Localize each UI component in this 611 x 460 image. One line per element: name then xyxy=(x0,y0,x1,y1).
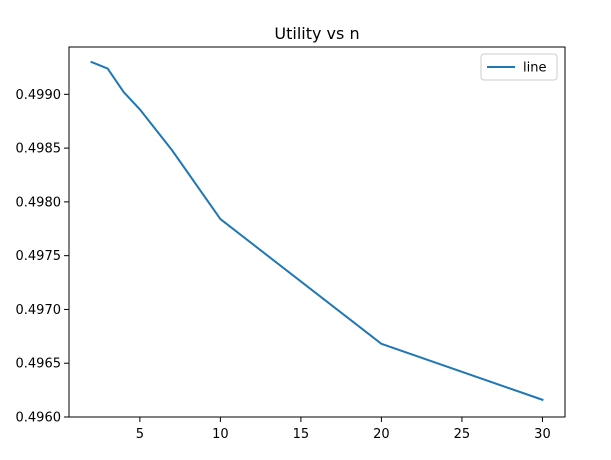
chart-title: Utility vs n xyxy=(274,24,359,43)
x-tick-label: 20 xyxy=(373,427,390,442)
y-axis: 0.4960 0.4965 0.4970 0.4975 0.4980 0.4985 0.49… xyxy=(16,88,69,426)
legend: line xyxy=(480,53,558,81)
x-tick-label: 25 xyxy=(454,427,471,442)
x-tick-label: 30 xyxy=(534,427,551,442)
x-tick-label: 15 xyxy=(293,427,310,442)
y-tick-label: 0.4980 xyxy=(16,195,62,210)
y-tick-label: 0.4975 xyxy=(16,249,62,264)
y-tick-label: 0.4985 xyxy=(16,142,62,157)
axes-frame xyxy=(68,46,566,418)
series-line-line xyxy=(90,60,544,402)
legend-box xyxy=(480,53,558,81)
y-tick-label: 0.4970 xyxy=(16,303,62,318)
legend-label: line xyxy=(523,61,546,76)
y-tick-label: 0.4990 xyxy=(16,88,62,103)
x-tick-label: 10 xyxy=(212,427,229,442)
series-layer xyxy=(90,60,544,402)
x-axis: 5 10 15 20 25 30 xyxy=(136,417,551,442)
y-tick-label: 0.4960 xyxy=(16,411,62,426)
y-tick-label: 0.4965 xyxy=(16,357,62,372)
x-tick-label: 5 xyxy=(136,427,144,442)
